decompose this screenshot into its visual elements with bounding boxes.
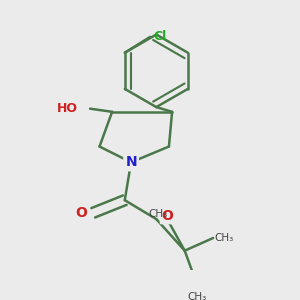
Text: CH₃: CH₃ [148,209,167,219]
Text: CH₃: CH₃ [215,233,234,243]
Text: N: N [125,155,137,169]
Text: HO: HO [56,102,77,115]
Text: Cl: Cl [153,30,167,44]
Text: CH₃: CH₃ [188,292,207,300]
Text: O: O [161,209,173,223]
Text: O: O [75,206,87,220]
